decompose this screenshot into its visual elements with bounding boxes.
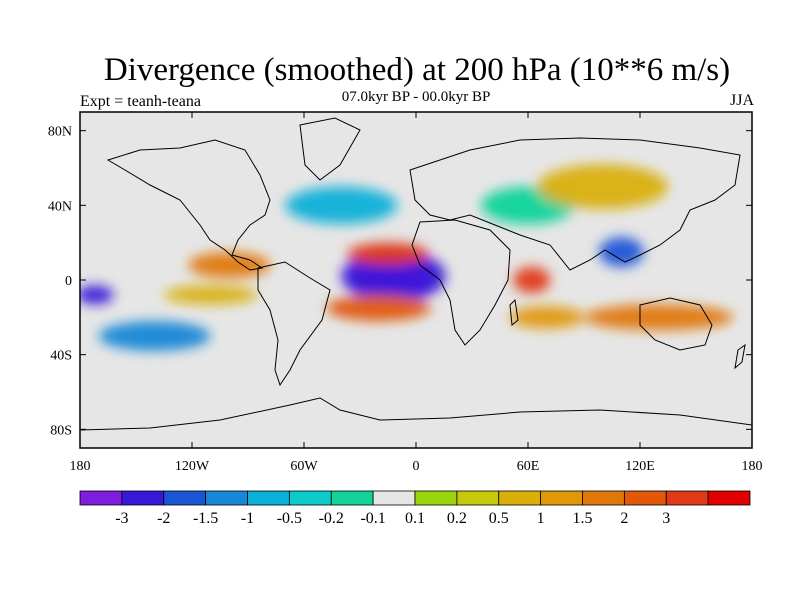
colorbar-swatch — [623, 490, 667, 506]
colorbar-swatch — [288, 490, 332, 506]
colorbar-label: -3 — [115, 510, 128, 527]
colorbar-swatch — [707, 490, 751, 506]
anomaly-blob-2 — [346, 242, 430, 266]
lat-tick-label: 40S — [50, 349, 72, 364]
anomaly-blob-5 — [80, 285, 114, 305]
colorbar-swatch — [163, 490, 207, 506]
chart-title: Divergence (smoothed) at 200 hPa (10**6 … — [103, 52, 731, 88]
colorbar: -3 -2 -1.5 -1 -0.5 -0.2 -0.1 0.1 0.2 0.5 1 1.5 2 3 — [79, 490, 751, 527]
colorbar-swatch — [121, 490, 165, 506]
anomaly-blob-11 — [285, 186, 398, 224]
colorbar-label: 3 — [662, 510, 670, 527]
anomaly-blob-9 — [584, 304, 734, 331]
season-label: JJA — [729, 92, 754, 109]
colorbar-swatch — [79, 490, 123, 506]
anomaly-blob-4 — [513, 266, 551, 294]
lon-tick-label: 120E — [625, 459, 655, 474]
colorbar-label: -0.5 — [277, 510, 302, 527]
colorbar-swatch — [665, 490, 709, 506]
latitude-axis: 80N 40N 0 40S 80S — [48, 125, 752, 438]
colorbar-label: -2 — [157, 510, 170, 527]
anomaly-blob-13 — [98, 321, 211, 351]
colorbar-swatch — [372, 490, 416, 506]
lon-tick-label: 60E — [517, 459, 540, 474]
colorbar-label: 0.2 — [447, 510, 467, 527]
longitude-axis: 180 120W 60W 0 60E 120E 180 — [70, 112, 763, 474]
anomaly-blob-6 — [598, 237, 644, 267]
colorbar-swatch — [582, 490, 625, 506]
lat-tick-label: 40N — [48, 199, 72, 214]
lon-tick-label: 180 — [70, 459, 91, 474]
colorbar-swatch — [456, 490, 500, 506]
colorbar-label: 1 — [537, 510, 545, 527]
colorbar-swatch — [414, 490, 458, 506]
colorbar-label: -0.1 — [360, 510, 385, 527]
lat-tick-label: 0 — [65, 274, 72, 289]
colorbar-label: 1.5 — [573, 510, 593, 527]
colorbar-swatch — [247, 490, 290, 506]
anomaly-blob-7 — [188, 252, 271, 279]
lon-tick-label: 0 — [413, 459, 420, 474]
colorbar-swatch — [330, 490, 374, 506]
colorbar-label: 0.1 — [405, 510, 425, 527]
colorbar-swatch — [540, 490, 583, 506]
anomaly-blob-10 — [509, 306, 584, 329]
colorbar-swatch — [205, 490, 248, 506]
anomaly-blob-3 — [326, 294, 431, 322]
lat-tick-label: 80S — [50, 423, 72, 438]
colorbar-label: -0.2 — [319, 510, 344, 527]
colorbar-swatch — [498, 490, 542, 506]
anomaly-blob-8 — [164, 285, 258, 305]
colorbar-label: 2 — [620, 510, 628, 527]
lon-tick-label: 60W — [290, 459, 318, 474]
anomaly-blob-14 — [537, 164, 669, 210]
lon-tick-label: 180 — [742, 459, 763, 474]
colorbar-label: -1 — [241, 510, 254, 527]
lon-tick-label: 120W — [175, 459, 210, 474]
colorbar-label: 0.5 — [489, 510, 509, 527]
lat-tick-label: 80N — [48, 125, 72, 140]
experiment-label: Expt = teanh-teana — [80, 93, 201, 110]
colorbar-label: -1.5 — [193, 510, 218, 527]
coastlines — [80, 117, 752, 431]
chart-subtitle: 07.0kyr BP - 00.0kyr BP — [341, 89, 491, 105]
